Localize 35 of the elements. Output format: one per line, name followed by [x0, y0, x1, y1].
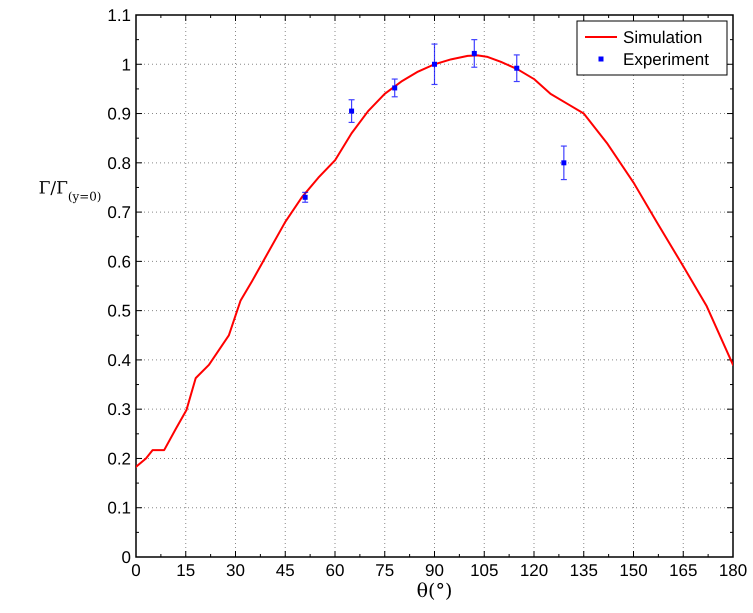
- point: [561, 160, 566, 166]
- x-tick-label: 90: [425, 561, 444, 580]
- x-axis-title: θ(°): [416, 580, 452, 602]
- point: [472, 50, 477, 56]
- x-tick-label: 105: [470, 561, 498, 580]
- legend-label: Simulation: [623, 28, 702, 47]
- x-tick-label: 15: [176, 561, 196, 580]
- x-tick-label: 60: [326, 561, 344, 580]
- point: [392, 85, 398, 90]
- x-tick-label: 135: [570, 561, 598, 580]
- point: [302, 194, 308, 200]
- point: [349, 108, 354, 114]
- y-tick-label: 0.9: [107, 104, 131, 124]
- legend-label: Experiment: [623, 50, 710, 69]
- point: [432, 62, 437, 67]
- x-tick-label: 150: [619, 561, 648, 580]
- y-tick-label: 0.3: [107, 400, 131, 420]
- x-tick-label: 180: [718, 561, 748, 580]
- y-axis-title: Γ/Γ$_{(y=0)}$: [38, 178, 102, 204]
- x-tick-label: 120: [520, 561, 548, 580]
- y-tick-label: 0.5: [107, 302, 131, 321]
- y-tick-label: 1: [122, 55, 131, 74]
- x-tick-label: 45: [276, 561, 295, 580]
- y-tick-label: 0.4: [107, 350, 131, 370]
- y-tick-label: 0: [122, 548, 131, 567]
- y-tick-label: 0.1: [107, 498, 131, 518]
- x-tick-label: 165: [669, 561, 698, 580]
- x-tick-label: 30: [226, 561, 245, 580]
- y-tick-label: 0.2: [107, 449, 131, 468]
- y-tick-label: 0.7: [107, 203, 131, 222]
- point: [514, 66, 520, 71]
- y-tick-label: 0.8: [107, 154, 131, 173]
- x-tick-label: 75: [375, 561, 394, 580]
- y-tick-label: 1.1: [107, 6, 131, 25]
- y-tick-label: 0.6: [107, 252, 131, 272]
